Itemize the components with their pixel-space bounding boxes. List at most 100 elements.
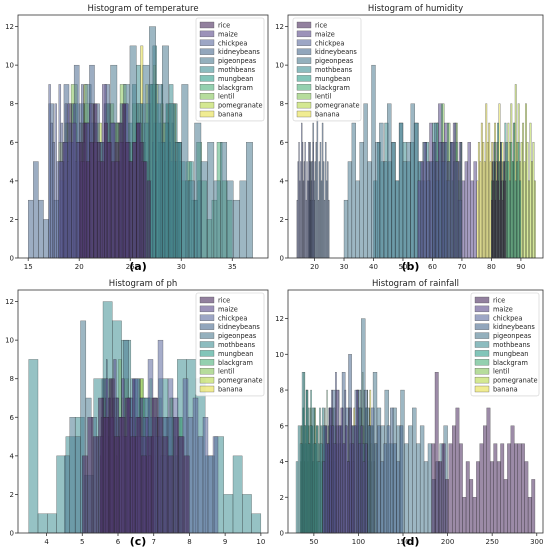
bar-rice [143,161,148,259]
legend-label-mungbean: mungbean [218,350,253,358]
legend-label-mothbeans: mothbeans [218,66,256,74]
bar-rice [483,425,487,534]
bar-rice [86,161,91,259]
bar-kidneybeans [38,199,44,259]
legend-label-banana: banana [493,386,518,394]
bar-banana [479,161,482,259]
bar-maize [333,443,337,534]
bar-kidneybeans [367,425,372,534]
legend-label-kidneybeans: kidneybeans [315,48,357,56]
legend-label-kidneybeans: kidneybeans [218,323,260,331]
y-tick-label: 12 [275,23,284,31]
bar-rice [135,417,142,534]
bar-rice [98,397,104,534]
legend-label-rice: rice [315,22,327,30]
legend-swatch-blackgram [474,359,490,366]
bar-mungbean [507,161,510,259]
bar-chickpea [48,84,51,259]
legend-label-rice: rice [218,297,230,305]
panel-label: (d) [402,535,420,548]
bar-maize [452,122,457,259]
bar-banana [483,161,486,259]
legend-label-blackgram: blackgram [218,359,253,367]
x-tick-label: 250 [485,538,498,546]
bar-rice [79,142,83,259]
bar-pomegranate [529,122,532,259]
bar-rice [167,455,174,534]
y-tick-label: 8 [10,375,14,383]
bar-maize [435,161,439,259]
legend-label-lentil: lentil [315,93,331,101]
bar-maize [71,122,77,259]
legend-swatch-maize [296,30,312,38]
bar-pigeonpeas [162,45,169,259]
bar-chickpea [207,455,214,534]
legend-label-pigeonpeas: pigeonpeas [315,57,354,65]
bar-mungbean [505,142,508,259]
bar-rice [141,455,147,534]
bar-maize [349,407,352,534]
y-tick-label: 10 [5,62,14,70]
bar-kidneybeans [328,199,330,259]
bar-mothbeans [301,372,305,534]
bar-pigeonpeas [427,443,433,534]
bar-maize [364,443,368,534]
x-tick-label: 8 [187,538,191,546]
x-tick-label: 40 [369,263,378,271]
bar-rice [114,436,120,534]
bar-rice [462,497,467,534]
bar-rice [111,161,116,259]
legend-label-chickpea: chickpea [218,39,247,47]
x-tick-label: 50 [399,263,408,271]
bar-chickpea [212,436,219,534]
bar-mothbeans [309,425,313,534]
y-tick-label: 8 [10,100,14,108]
bar-pigeonpeas [69,417,76,534]
legend-label-lentil: lentil [493,368,509,376]
y-tick-label: 6 [10,139,15,147]
legend-label-banana: banana [315,111,340,119]
legend-swatch-kidneybeans [296,48,312,55]
bar-rice [431,443,436,534]
bar-mothbeans [303,425,307,534]
bar-chickpea [52,142,55,259]
bar-rice [146,180,151,259]
panel-1: 15 20 25 30 35 0 2 4 6 8 10 12 Histogram of temperat… [5,4,269,273]
bar-rice [489,461,494,534]
bar-pigeonpeas [375,142,380,259]
legend-label-pigeonpeas: pigeonpeas [218,57,257,65]
bar-maize [351,443,355,534]
bar-rice [448,443,453,534]
legend-swatch-lentil [199,93,215,100]
bar-maize [324,425,328,534]
bar-mothbeans [297,425,301,534]
bar-pigeonpeas [394,180,400,259]
bar-pigeonpeas [239,180,247,259]
x-tick-label: 25 [126,263,135,271]
bar-chickpea [313,199,315,259]
bar-mungbean [514,180,517,259]
legend-swatch-pigeonpeas [199,57,215,64]
x-tick-label: 200 [441,538,454,546]
y-tick-label: 12 [5,298,14,306]
bar-pigeonpeas [379,122,384,259]
bar-mungbean [519,180,522,259]
panel-label: (b) [402,260,420,273]
bar-maize [420,161,424,259]
y-tick-label: 4 [280,177,285,185]
bar-rice [162,436,169,534]
bar-pigeonpeas [404,443,409,534]
y-tick-label: 8 [280,100,284,108]
legend-swatch-lentil [474,368,490,375]
legend-swatch-blackgram [199,359,215,366]
bar-banana [488,122,491,259]
bar-rice [93,103,98,259]
bar-pigeonpeas [181,84,189,259]
legend-label-pigeonpeas: pigeonpeas [218,332,257,340]
y-tick-label: 8 [280,387,284,395]
bar-kidneybeans [370,407,375,534]
bar-rice [505,180,507,259]
x-tick-label: 20 [310,263,319,271]
bar-mothbeans [305,389,309,534]
